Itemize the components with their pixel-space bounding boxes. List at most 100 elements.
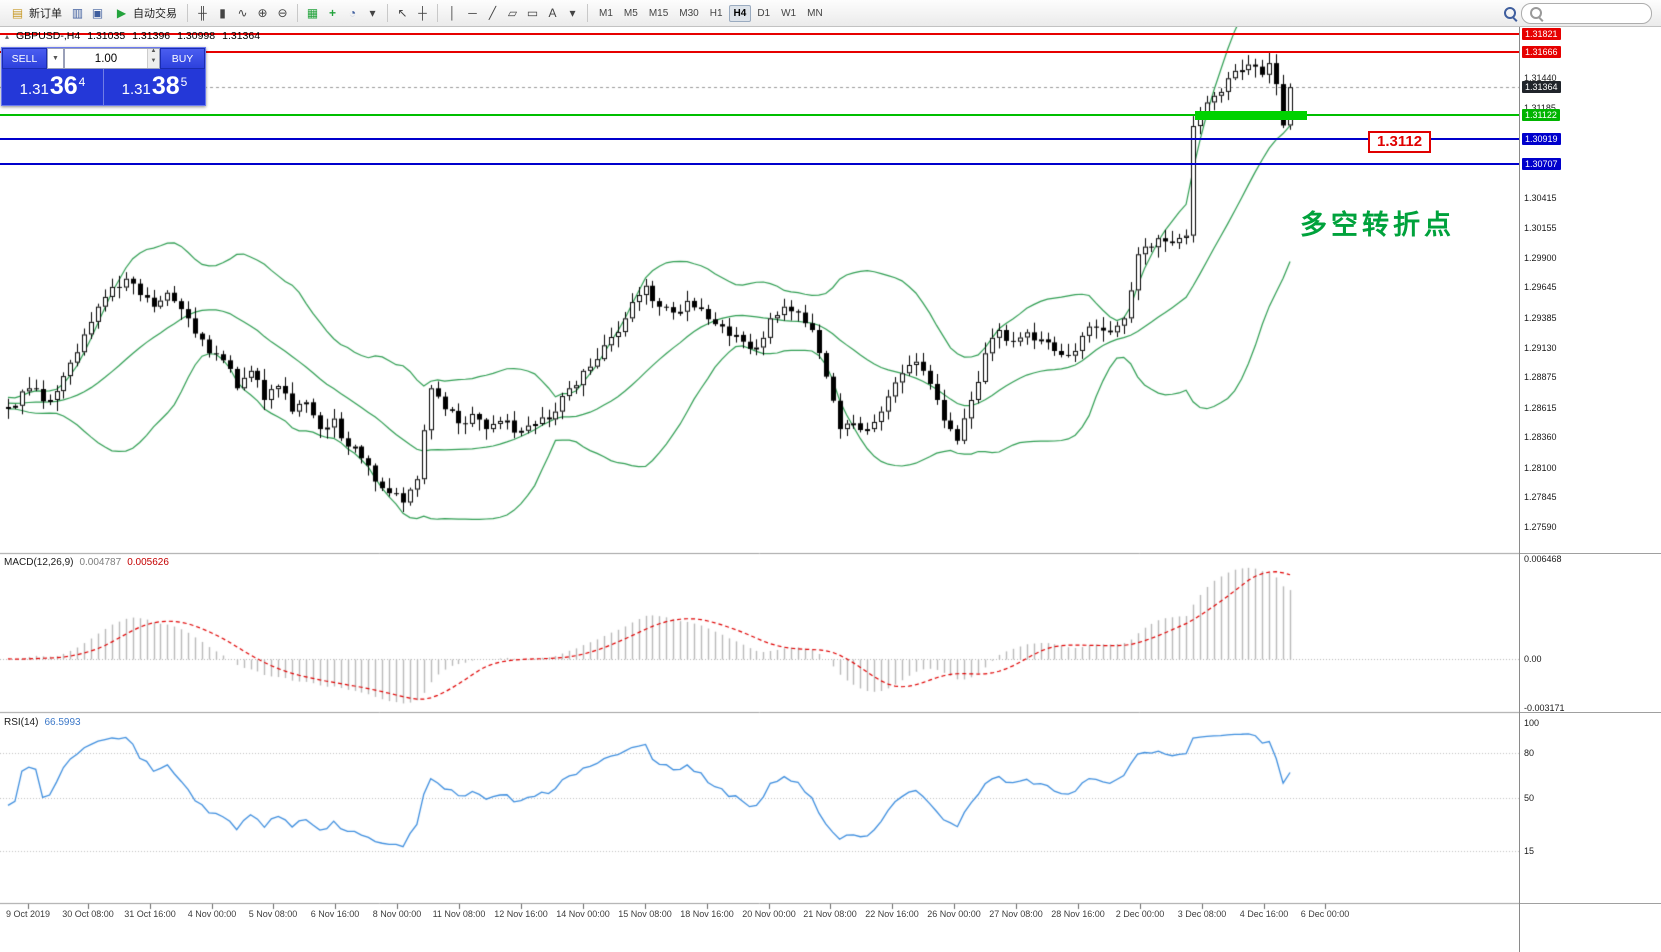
time-axis-label: 21 Nov 08:00 [803, 909, 857, 919]
dropdown-arrow-icon[interactable]: ▾ [369, 5, 376, 20]
toolbar-separator [387, 4, 388, 22]
buy-button[interactable]: BUY [160, 48, 205, 69]
price-axis-label: 1.29385 [1524, 312, 1557, 323]
rsi-axis-label: 50 [1524, 793, 1535, 803]
toolbar-separator [297, 4, 298, 22]
search-input[interactable] [1548, 4, 1644, 22]
arrows-tool-icon[interactable]: ▾ [569, 5, 576, 20]
sell-price-button[interactable]: 1.31 36 4 [2, 69, 104, 105]
line-chart-icon[interactable]: ∿ [237, 5, 248, 20]
time-axis-label: 27 Nov 08:00 [989, 909, 1043, 919]
tile-windows-icon[interactable]: ▦ [306, 5, 319, 20]
time-axis-label: 9 Oct 2019 [5, 909, 51, 919]
search-icon[interactable] [1503, 6, 1518, 21]
chart-high: 1.31396 [132, 30, 171, 42]
time-axis-label: 26 Nov 00:00 [927, 909, 981, 919]
price-axis-label: 1.28360 [1524, 432, 1557, 443]
timeframe-h4[interactable]: H4 [728, 4, 752, 22]
pane-separator[interactable] [1520, 903, 1661, 904]
one-click-trading-panel: SELL ▼ ▲▼ BUY 1.31 36 4 1.31 38 5 [1, 47, 206, 106]
new-order-icon: ▤ [11, 5, 24, 20]
rsi-indicator-label: RSI(14) 66.5993 [4, 717, 81, 728]
search-box-magnifier-icon [1529, 6, 1544, 21]
search-box [1521, 2, 1652, 24]
time-axis-label: 3 Dec 08:00 [1177, 909, 1227, 919]
price-axis-label: 1.28100 [1524, 462, 1557, 473]
chart-symbol: GBPUSD-,H4 [16, 30, 81, 42]
support-line-1-30919[interactable] [0, 138, 1519, 140]
support-line-1-30707[interactable] [0, 162, 1519, 165]
price-axis-label: 1.30155 [1524, 223, 1557, 234]
price-axis-label: 1.31122 [1522, 109, 1560, 122]
profiles-icon[interactable]: ▣ [91, 5, 104, 20]
price-axis-label: 1.29900 [1524, 252, 1557, 263]
price-axis-label: 1.31666 [1522, 45, 1561, 58]
timeframe-m1[interactable]: M1 [599, 7, 613, 19]
zoom-in-icon[interactable]: ⊕ [257, 5, 268, 20]
chart-window-icon[interactable]: ▥ [71, 5, 84, 20]
toolbar-separator [587, 4, 588, 22]
time-axis-label: 4 Nov 00:00 [187, 909, 237, 919]
autotrade-button[interactable]: ▶ 自动交易 [109, 3, 181, 24]
time-axis-label: 6 Dec 00:00 [1300, 909, 1350, 919]
pane-separator[interactable] [1520, 553, 1661, 554]
timeframe-d1[interactable]: D1 [757, 7, 771, 19]
trendline-tool-icon[interactable]: ╱ [488, 5, 497, 20]
macd-signal-value: 0.005626 [127, 557, 169, 568]
macd-axis-label: 0.00 [1524, 653, 1542, 664]
sell-button[interactable]: SELL [2, 48, 47, 69]
pivot-line-1-31122[interactable] [0, 114, 1519, 117]
buy-price-button[interactable]: 1.31 38 5 [121, 72, 188, 100]
price-axis-label: 1.30707 [1522, 157, 1561, 170]
channel-tool-icon[interactable]: ▱ [507, 5, 518, 20]
vertical-line-tool-icon[interactable]: │ [448, 5, 457, 20]
time-axis-label: 8 Nov 00:00 [372, 909, 422, 919]
time-axis-label: 4 Dec 16:00 [1239, 909, 1289, 919]
chart-symbol-icon: ▴ [5, 31, 10, 41]
time-axis-label: 6 Nov 16:00 [310, 909, 360, 919]
chart-canvas[interactable] [0, 27, 1519, 952]
rsi-axis-label: 80 [1524, 748, 1535, 758]
timeframe-m5[interactable]: M5 [623, 7, 638, 19]
autotrade-label: 自动交易 [133, 8, 177, 20]
price-axis-label: 1.30415 [1524, 192, 1557, 203]
price-axis-label: 1.31440 [1524, 73, 1557, 84]
timeframe-m30[interactable]: M30 [679, 7, 699, 19]
toolbar-separator [187, 4, 188, 22]
shapes-tool-icon[interactable]: ▭ [526, 5, 539, 20]
resistance-line-1-31666[interactable] [0, 50, 1519, 53]
timeframe-m15[interactable]: M15 [648, 7, 669, 19]
price-axis-label: 1.31821 [1522, 27, 1561, 40]
text-tool-icon[interactable]: A [548, 5, 557, 20]
zoom-out-icon[interactable]: ⊖ [277, 5, 288, 20]
volume-dropdown[interactable]: ▼ [47, 48, 64, 69]
candlestick-chart-icon[interactable]: ▮ [219, 5, 226, 20]
time-axis-label: 5 Nov 08:00 [248, 909, 298, 919]
pane-separator[interactable] [1520, 712, 1661, 713]
price-callout-label[interactable]: 1.3112 [1368, 131, 1432, 153]
price-axis-label: 1.28615 [1524, 402, 1557, 413]
timeframe-h1[interactable]: H1 [709, 7, 723, 19]
pivot-zone-highlight[interactable] [1195, 110, 1307, 120]
horizontal-line-tool-icon[interactable]: ─ [468, 5, 477, 20]
rsi-axis-label: 15 [1524, 845, 1535, 856]
price-axis[interactable]: 1.31821 1.31666 1.31440 1.31364 1.31185 1.311… [1519, 27, 1661, 952]
bar-chart-icon[interactable]: ╫ [198, 5, 207, 20]
cursor-icon[interactable]: ↖ [397, 5, 408, 20]
volume-spinner[interactable]: ▲ ▼ [147, 48, 159, 68]
volume-field: ▲▼ [64, 48, 160, 69]
resistance-line-1-31821[interactable] [0, 32, 1519, 35]
crosshair-icon[interactable]: ┼ [418, 5, 427, 20]
price-axis-label: 1.28875 [1524, 372, 1557, 383]
timeframe-w1[interactable]: W1 [781, 7, 797, 19]
toolbar-separator [437, 4, 438, 22]
chart-open: 1.31035 [87, 30, 126, 42]
volume-input[interactable] [65, 49, 147, 68]
cycles-icon[interactable]: ◔ [348, 5, 357, 20]
time-axis-label: 20 Nov 00:00 [742, 909, 796, 919]
timeframe-mn[interactable]: MN [807, 7, 823, 19]
new-order-button[interactable]: ▤ 新订单 [5, 3, 66, 24]
rsi-name: RSI(14) [4, 717, 39, 728]
add-indicator-icon[interactable]: + [328, 5, 336, 20]
